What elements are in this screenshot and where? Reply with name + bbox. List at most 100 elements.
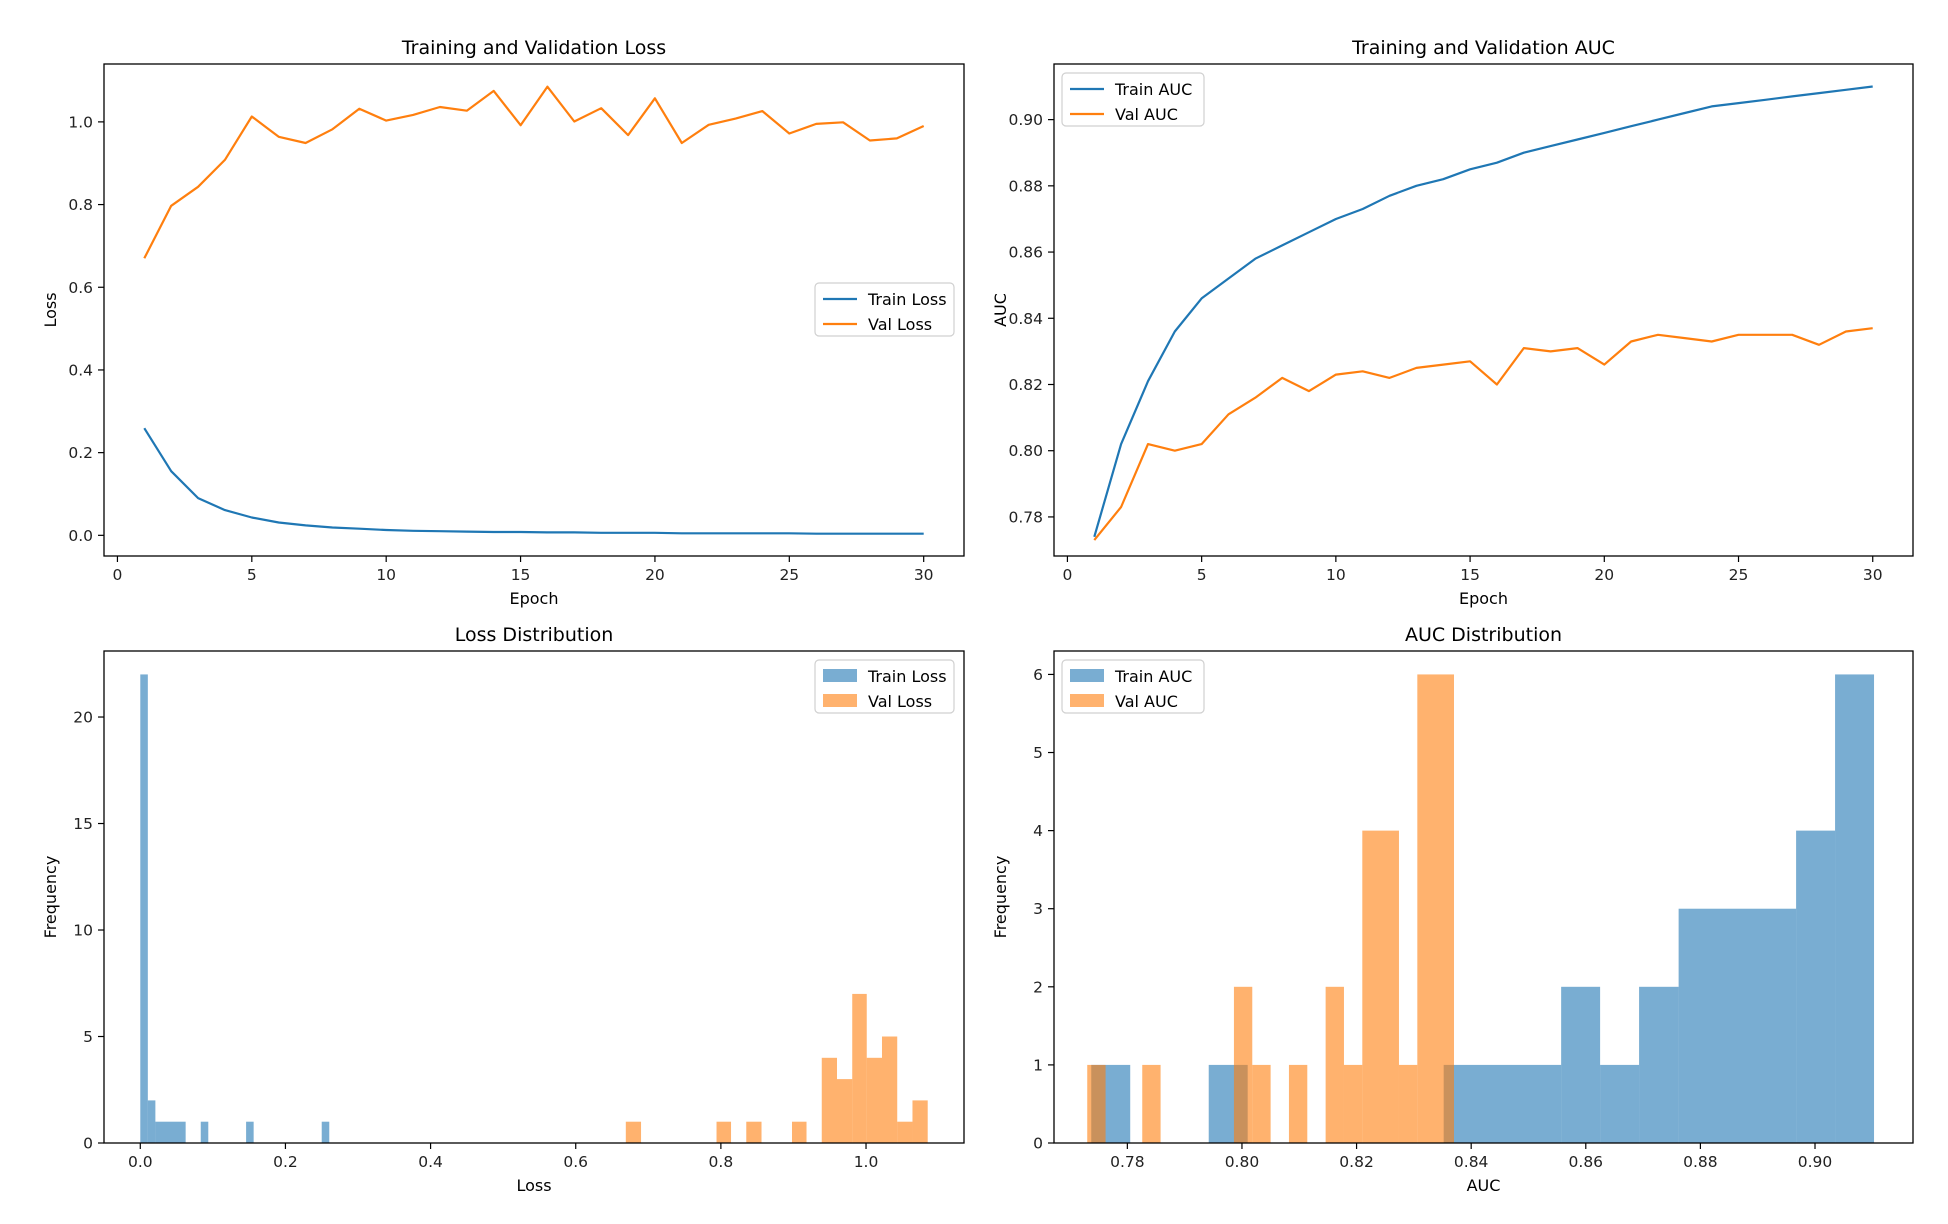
x-tick-label: 10 xyxy=(1326,566,1346,584)
x-tick-label: 5 xyxy=(1197,566,1207,584)
y-tick-label: 3 xyxy=(1033,900,1043,918)
legend-label-val-loss: Val Loss xyxy=(868,692,932,711)
plot-area xyxy=(143,85,925,535)
y-tick-label: 0 xyxy=(83,1135,93,1153)
chart-panel-1: 0 5 10 15 20 25 30 0.0 0.2 0.4 0.6 0.8 1.0 Training a… xyxy=(41,37,965,608)
legend-swatch-val-auc xyxy=(1070,694,1104,707)
legend-label-val-auc: Val AUC xyxy=(1115,692,1178,711)
x-tick-label: 0 xyxy=(1062,566,1072,584)
plot-area xyxy=(1093,85,1873,541)
x-tick-label: 0.80 xyxy=(1225,1153,1260,1171)
histogram-bar-val-loss xyxy=(881,1036,898,1143)
y-tick-label: 0 xyxy=(1033,1135,1043,1153)
x-tick-label: 5 xyxy=(247,566,257,584)
y-axis-label: Frequency xyxy=(991,856,1010,939)
y-tick-label: 6 xyxy=(1033,666,1043,684)
legend: Train Loss Val Loss xyxy=(814,282,955,337)
histogram-bar-train-loss xyxy=(246,1121,254,1143)
legend: Train AUC Val AUC xyxy=(1061,659,1205,714)
y-tick-label: 2 xyxy=(1033,978,1043,996)
chart-title: Training and Validation Loss xyxy=(401,37,666,59)
histogram-bar-val-auc xyxy=(1398,1064,1418,1143)
x-axis-label: Loss xyxy=(516,1176,551,1195)
histogram-bar-val-loss xyxy=(866,1057,882,1143)
histogram-bar-train-loss xyxy=(321,1121,330,1143)
chart-title: Training and Validation AUC xyxy=(1351,37,1615,59)
histogram-bar-train-loss xyxy=(140,674,148,1143)
legend-label-val-loss: Val Loss xyxy=(868,315,932,334)
plot-area xyxy=(140,674,928,1143)
y-tick-label: 0.4 xyxy=(68,361,93,379)
legend-swatch-val-loss xyxy=(823,694,857,707)
plot-area xyxy=(1087,674,1875,1143)
histogram-bar-train-auc xyxy=(1835,674,1875,1143)
y-tick-label: 4 xyxy=(1033,822,1043,840)
y-tick-label: 5 xyxy=(83,1028,93,1046)
x-axis-label: AUC xyxy=(1467,1176,1501,1195)
y-tick-label: 0.0 xyxy=(68,527,93,545)
y-axis-label: Frequency xyxy=(41,856,60,939)
x-tick-label: 0.78 xyxy=(1110,1153,1145,1171)
y-tick-label: 0.90 xyxy=(1008,111,1043,129)
histogram-bar-val-loss xyxy=(897,1121,913,1143)
y-tick-label: 0.6 xyxy=(68,279,93,297)
series-line-train-loss xyxy=(143,427,924,535)
x-tick-label: 15 xyxy=(511,566,531,584)
chart-title: Loss Distribution xyxy=(455,624,614,646)
histogram-bar-val-auc xyxy=(1325,986,1344,1143)
chart-title: AUC Distribution xyxy=(1405,624,1562,646)
x-tick-label: 0.4 xyxy=(418,1153,443,1171)
histogram-bar-val-loss xyxy=(746,1121,762,1143)
y-tick-label: 10 xyxy=(73,922,93,940)
y-tick-label: 0.86 xyxy=(1008,244,1043,262)
legend-label-train-loss: Train Loss xyxy=(867,290,947,309)
x-axis-label: Epoch xyxy=(510,589,559,608)
y-tick-label: 0.8 xyxy=(68,196,93,214)
histogram-bar-val-auc xyxy=(1288,1064,1308,1143)
legend-swatch-train-loss xyxy=(823,669,857,682)
histogram-bar-train-auc xyxy=(1639,986,1679,1143)
x-tick-label: 15 xyxy=(1460,566,1480,584)
histogram-bar-val-auc xyxy=(1252,1064,1271,1143)
x-axis-label: Epoch xyxy=(1459,589,1508,608)
x-tick-label: 30 xyxy=(914,566,934,584)
histogram-bar-val-loss xyxy=(852,993,867,1143)
histogram-bar-train-loss xyxy=(200,1121,209,1143)
x-tick-label: 10 xyxy=(376,566,396,584)
histogram-bar-train-loss xyxy=(155,1121,186,1143)
histogram-bar-train-auc xyxy=(1443,1064,1562,1143)
legend: Train Loss Val Loss xyxy=(814,659,955,714)
x-tick-label: 0.8 xyxy=(709,1153,734,1171)
histogram-bar-train-auc xyxy=(1561,986,1601,1143)
y-tick-label: 0.78 xyxy=(1008,508,1043,526)
y-tick-label: 20 xyxy=(73,709,93,727)
histogram-bar-train-auc xyxy=(1678,908,1797,1143)
y-axis-label: AUC xyxy=(991,293,1010,327)
axes-frame xyxy=(1053,63,1914,557)
histogram-bar-train-auc xyxy=(1796,830,1836,1143)
x-tick-label: 0 xyxy=(113,566,123,584)
x-tick-label: 0.6 xyxy=(563,1153,588,1171)
histogram-bar-val-auc xyxy=(1362,830,1399,1143)
legend-label-train-auc: Train AUC xyxy=(1114,80,1192,99)
x-tick-label: 30 xyxy=(1863,566,1883,584)
histogram-bar-val-loss xyxy=(625,1121,642,1143)
legend-box xyxy=(814,282,955,337)
x-tick-label: 20 xyxy=(645,566,665,584)
y-tick-label: 0.80 xyxy=(1008,442,1043,460)
histogram-bar-val-auc xyxy=(1343,1064,1363,1143)
series-line-val-loss xyxy=(143,85,925,259)
y-tick-label: 5 xyxy=(1033,744,1043,762)
x-tick-label: 25 xyxy=(1729,566,1749,584)
histogram-bar-val-loss xyxy=(716,1121,732,1143)
histogram-bar-val-loss xyxy=(912,1100,928,1143)
series-line-val-auc xyxy=(1093,327,1873,541)
histogram-bar-val-loss xyxy=(792,1121,807,1143)
x-tick-label: 20 xyxy=(1594,566,1614,584)
x-tick-label: 0.84 xyxy=(1454,1153,1489,1171)
histogram-bar-val-loss xyxy=(836,1079,853,1143)
x-tick-label: 0.90 xyxy=(1798,1153,1833,1171)
y-tick-label: 1 xyxy=(1033,1056,1043,1074)
histogram-bar-val-auc xyxy=(1233,986,1253,1143)
series-line-train-auc xyxy=(1093,85,1873,538)
